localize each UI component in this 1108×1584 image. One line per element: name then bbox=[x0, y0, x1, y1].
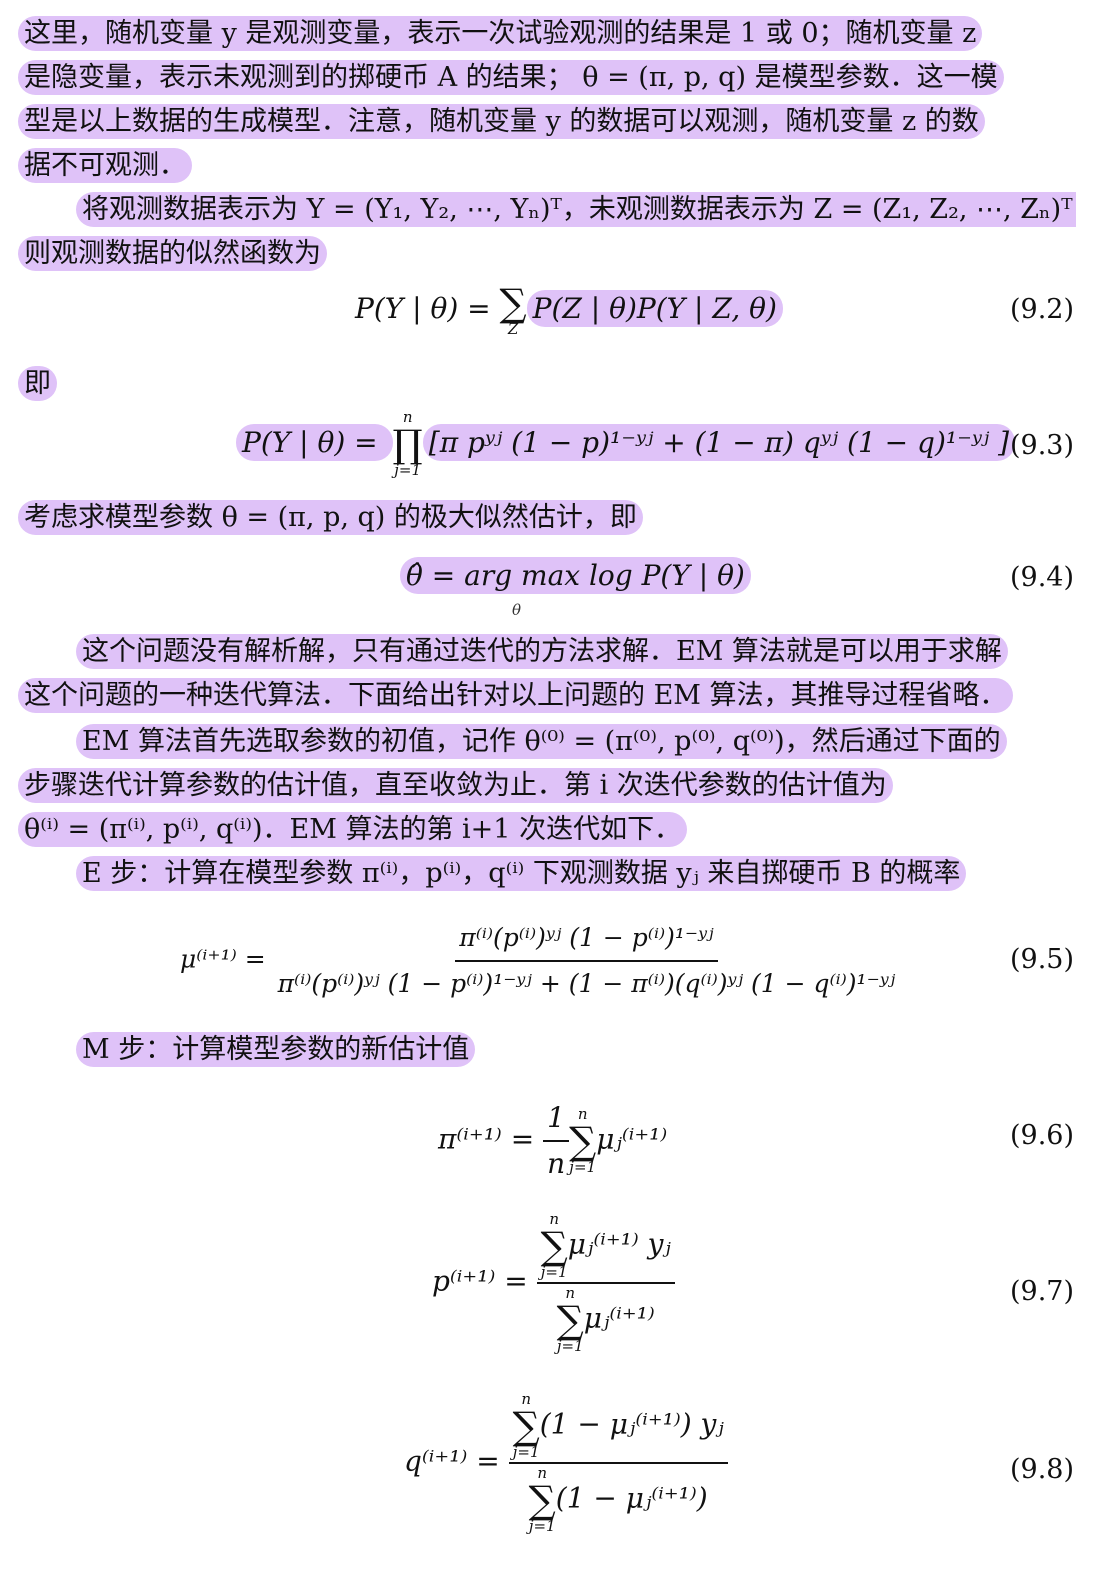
equation-number-9-4: (9.4) bbox=[1010, 558, 1074, 598]
ji-line: 即 bbox=[18, 362, 1076, 406]
fraction: π⁽ⁱ⁾(p⁽ⁱ⁾)ʸʲ (1 − p⁽ⁱ⁾)¹⁻ʸʲ π⁽ⁱ⁾(p⁽ⁱ⁾)ʸʲ … bbox=[274, 918, 900, 1004]
equation-number-9-3: (9.3) bbox=[1010, 426, 1074, 466]
equation-number-9-8: (9.8) bbox=[1010, 1450, 1074, 1490]
paragraph-4-line-2: 这个问题的一种迭代算法．下面给出针对以上问题的 EM 算法，其推导过程省略． bbox=[18, 674, 1076, 718]
equation-number-9-2: (9.2) bbox=[1010, 290, 1074, 330]
paragraph-4-line-1: 这个问题没有解析解，只有通过迭代的方法求解．EM 算法就是可以用于求解 bbox=[76, 630, 1076, 674]
paragraph-5-line-3: θ⁽ⁱ⁾ = (π⁽ⁱ⁾, p⁽ⁱ⁾, q⁽ⁱ⁾)．EM 算法的第 i+1 次迭… bbox=[18, 808, 1076, 852]
equation-9-2: P(Y | θ) = ∑ Z P(Z | θ)P(Y | Z, θ) bbox=[355, 284, 783, 337]
equation-number-9-6: (9.6) bbox=[1010, 1116, 1074, 1156]
equation-9-4: θ̂ = arg max log P(Y | θ) θ bbox=[400, 556, 751, 596]
paragraph-1-line-3: 型是以上数据的生成模型．注意，随机变量 y 的数据可以观测，随机变量 z 的数 bbox=[18, 100, 1076, 144]
equation-9-6: π⁽ⁱ⁺¹⁾ = 1 n n ∑ j=1 μⱼ⁽ⁱ⁺¹⁾ bbox=[438, 1098, 667, 1184]
paragraph-1-line-4: 据不可观测． bbox=[18, 144, 1076, 188]
paragraph-3: 考虑求模型参数 θ = (π, p, q) 的极大似然估计，即 bbox=[18, 496, 1076, 540]
paragraph-5-line-2: 步骤迭代计算参数的估计值，直至收敛为止．第 i 次迭代参数的估计值为 bbox=[18, 764, 1076, 808]
paragraph-2-line-1: 将观测数据表示为 Y = (Y₁, Y₂, ⋯, Yₙ)ᵀ，未观测数据表示为 Z… bbox=[76, 188, 1076, 232]
equation-9-5: μ⁽ⁱ⁺¹⁾ = π⁽ⁱ⁾(p⁽ⁱ⁾)ʸʲ (1 − p⁽ⁱ⁾)¹⁻ʸʲ π⁽ⁱ⁾… bbox=[180, 918, 899, 1004]
fraction: n ∑ j=1 (1 − μⱼ⁽ⁱ⁺¹⁾) yⱼ n ∑ j=1 (1 − μⱼ⁽ⁱ⁺¹⁾) bbox=[509, 1392, 728, 1534]
equation-number-9-5: (9.5) bbox=[1010, 940, 1074, 980]
equation-9-3: P(Y | θ) = n ∏ j=1 [π pʸʲ (1 − p)¹⁻ʸʲ + (1 … bbox=[236, 410, 1015, 478]
sum-symbol: ∑ Z bbox=[500, 284, 527, 337]
equation-number-9-7: (9.7) bbox=[1010, 1272, 1074, 1312]
m-step-line: M 步：计算模型参数的新估计值 bbox=[76, 1028, 1076, 1072]
sum-symbol: n ∑ j=1 bbox=[529, 1466, 556, 1534]
sum-symbol: n ∑ j=1 bbox=[569, 1107, 596, 1175]
sum-symbol: n ∑ j=1 bbox=[557, 1286, 584, 1354]
paragraph-5-line-1: EM 算法首先选取参数的初值，记作 θ⁽⁰⁾ = (π⁽⁰⁾, p⁽⁰⁾, q⁽… bbox=[76, 720, 1076, 764]
product-symbol: n ∏ j=1 bbox=[393, 410, 423, 478]
e-step-line: E 步：计算在模型参数 π⁽ⁱ⁾，p⁽ⁱ⁾，q⁽ⁱ⁾ 下观测数据 yⱼ 来自掷硬… bbox=[76, 852, 1076, 896]
sum-symbol: n ∑ j=1 bbox=[541, 1212, 568, 1280]
paragraph-2-line-2: 则观测数据的似然函数为 bbox=[18, 232, 1076, 276]
equation-9-8: q⁽ⁱ⁺¹⁾ = n ∑ j=1 (1 − μⱼ⁽ⁱ⁺¹⁾) yⱼ n ∑ j=1 (1 − … bbox=[404, 1392, 728, 1534]
paragraph-1-line-2: 是隐变量，表示未观测到的掷硬币 A 的结果； θ = (π, p, q) 是模型… bbox=[18, 56, 1076, 100]
fraction: n ∑ j=1 μⱼ⁽ⁱ⁺¹⁾ yⱼ n ∑ j=1 μⱼ⁽ⁱ⁺¹⁾ bbox=[537, 1212, 675, 1354]
sum-symbol: n ∑ j=1 bbox=[513, 1392, 540, 1460]
paragraph-1-line-1: 这里，随机变量 y 是观测变量，表示一次试验观测的结果是 1 或 0；随机变量 … bbox=[18, 12, 1076, 56]
equation-9-7: p⁽ⁱ⁺¹⁾ = n ∑ j=1 μⱼ⁽ⁱ⁺¹⁾ yⱼ n ∑ j=1 μⱼ⁽ⁱ⁺¹⁾ bbox=[432, 1212, 675, 1354]
